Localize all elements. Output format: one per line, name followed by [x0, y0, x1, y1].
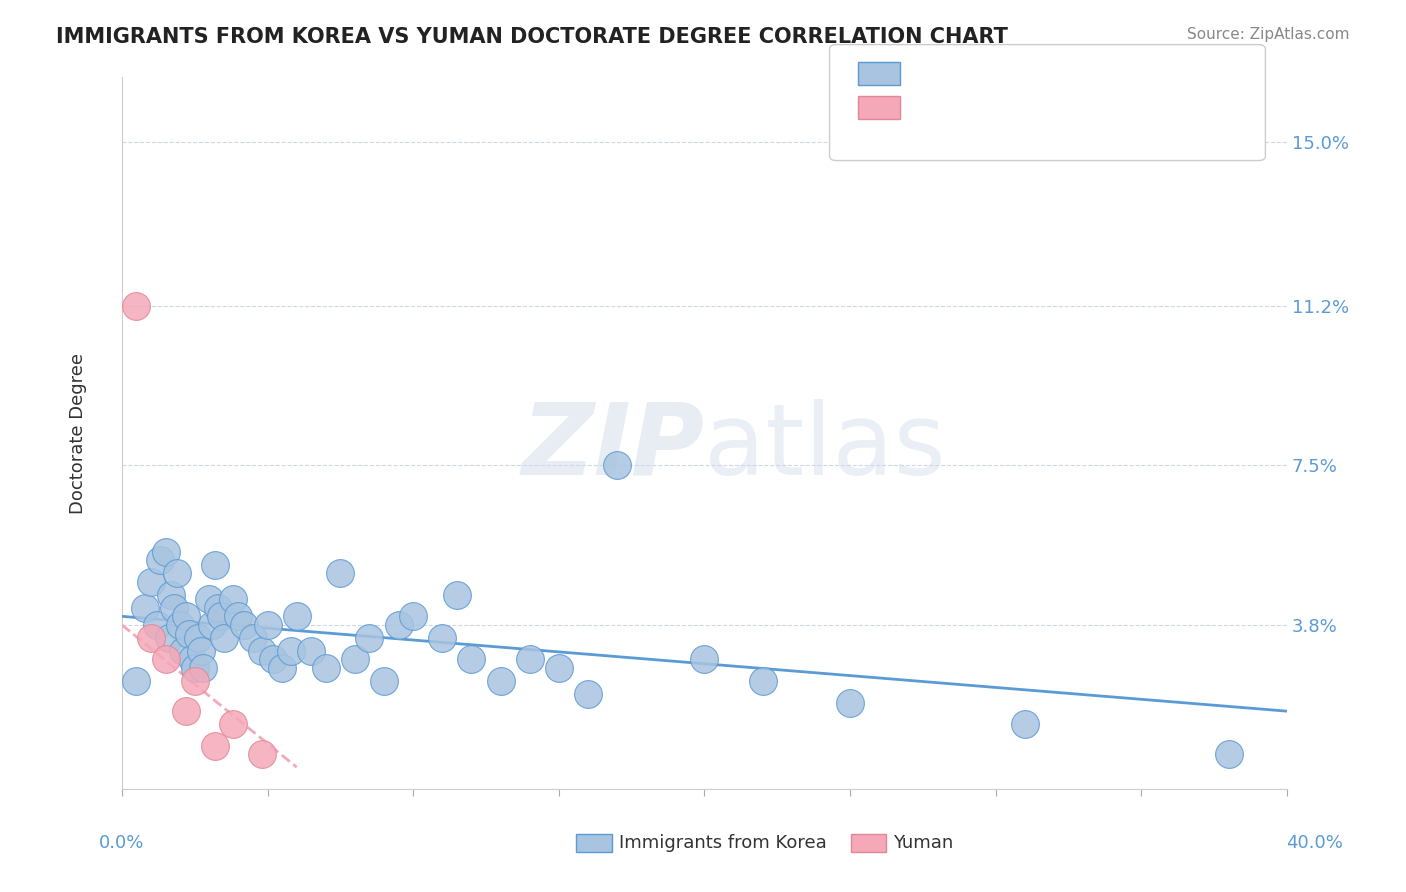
Point — [134, 600, 156, 615]
Text: N =: N = — [1069, 98, 1108, 116]
Point — [184, 673, 207, 688]
Point — [280, 644, 302, 658]
Point — [329, 566, 352, 581]
Point — [174, 609, 197, 624]
Text: -0.225: -0.225 — [952, 64, 1017, 82]
Text: atlas: atlas — [704, 399, 946, 496]
Point — [460, 652, 482, 666]
Point — [256, 618, 278, 632]
Point — [201, 618, 224, 632]
Point — [547, 661, 569, 675]
Point — [212, 631, 235, 645]
Text: 8: 8 — [1108, 98, 1121, 116]
Point — [155, 652, 177, 666]
Text: ZIP: ZIP — [522, 399, 704, 496]
Point — [209, 609, 232, 624]
Point — [387, 618, 409, 632]
Point — [166, 566, 188, 581]
Text: Yuman: Yuman — [893, 834, 953, 852]
Text: 0.0%: 0.0% — [98, 834, 143, 852]
Point — [228, 609, 250, 624]
Point — [157, 631, 180, 645]
Point — [221, 717, 243, 731]
Point — [299, 644, 322, 658]
Text: R =: R = — [914, 64, 953, 82]
Point — [187, 631, 209, 645]
Point — [250, 747, 273, 762]
Point — [343, 652, 366, 666]
Point — [693, 652, 716, 666]
Text: Source: ZipAtlas.com: Source: ZipAtlas.com — [1187, 27, 1350, 42]
Point — [271, 661, 294, 675]
Text: -0.180: -0.180 — [952, 98, 1017, 116]
Text: 40.0%: 40.0% — [1286, 834, 1343, 852]
Point — [489, 673, 512, 688]
Point — [139, 574, 162, 589]
Point — [359, 631, 381, 645]
Point — [315, 661, 337, 675]
Point — [402, 609, 425, 624]
Point — [576, 687, 599, 701]
Point — [1014, 717, 1036, 731]
Point — [204, 739, 226, 753]
Point — [163, 600, 186, 615]
Point — [839, 696, 862, 710]
Text: N =: N = — [1069, 64, 1108, 82]
Point — [190, 644, 212, 658]
Point — [149, 553, 172, 567]
Point — [198, 592, 221, 607]
Point — [193, 661, 215, 675]
Point — [221, 592, 243, 607]
Point — [207, 600, 229, 615]
Point — [169, 618, 191, 632]
Point — [180, 652, 202, 666]
Point — [204, 558, 226, 572]
Point — [177, 626, 200, 640]
Point — [172, 644, 194, 658]
Text: R =: R = — [914, 98, 953, 116]
Point — [233, 618, 256, 632]
Point — [432, 631, 454, 645]
Point — [125, 299, 148, 313]
Point — [139, 631, 162, 645]
Point — [446, 588, 468, 602]
Point — [146, 618, 169, 632]
Text: Immigrants from Korea: Immigrants from Korea — [619, 834, 827, 852]
Point — [285, 609, 308, 624]
Point — [519, 652, 541, 666]
Text: IMMIGRANTS FROM KOREA VS YUMAN DOCTORATE DEGREE CORRELATION CHART: IMMIGRANTS FROM KOREA VS YUMAN DOCTORATE… — [56, 27, 1008, 46]
Y-axis label: Doctorate Degree: Doctorate Degree — [69, 352, 87, 514]
Point — [751, 673, 773, 688]
Point — [174, 704, 197, 718]
Point — [184, 661, 207, 675]
Text: 56: 56 — [1108, 64, 1133, 82]
Point — [606, 458, 628, 473]
Point — [1218, 747, 1240, 762]
Point — [125, 673, 148, 688]
Point — [160, 588, 183, 602]
Point — [262, 652, 284, 666]
Point — [242, 631, 264, 645]
Point — [373, 673, 395, 688]
Point — [155, 544, 177, 558]
Point — [250, 644, 273, 658]
